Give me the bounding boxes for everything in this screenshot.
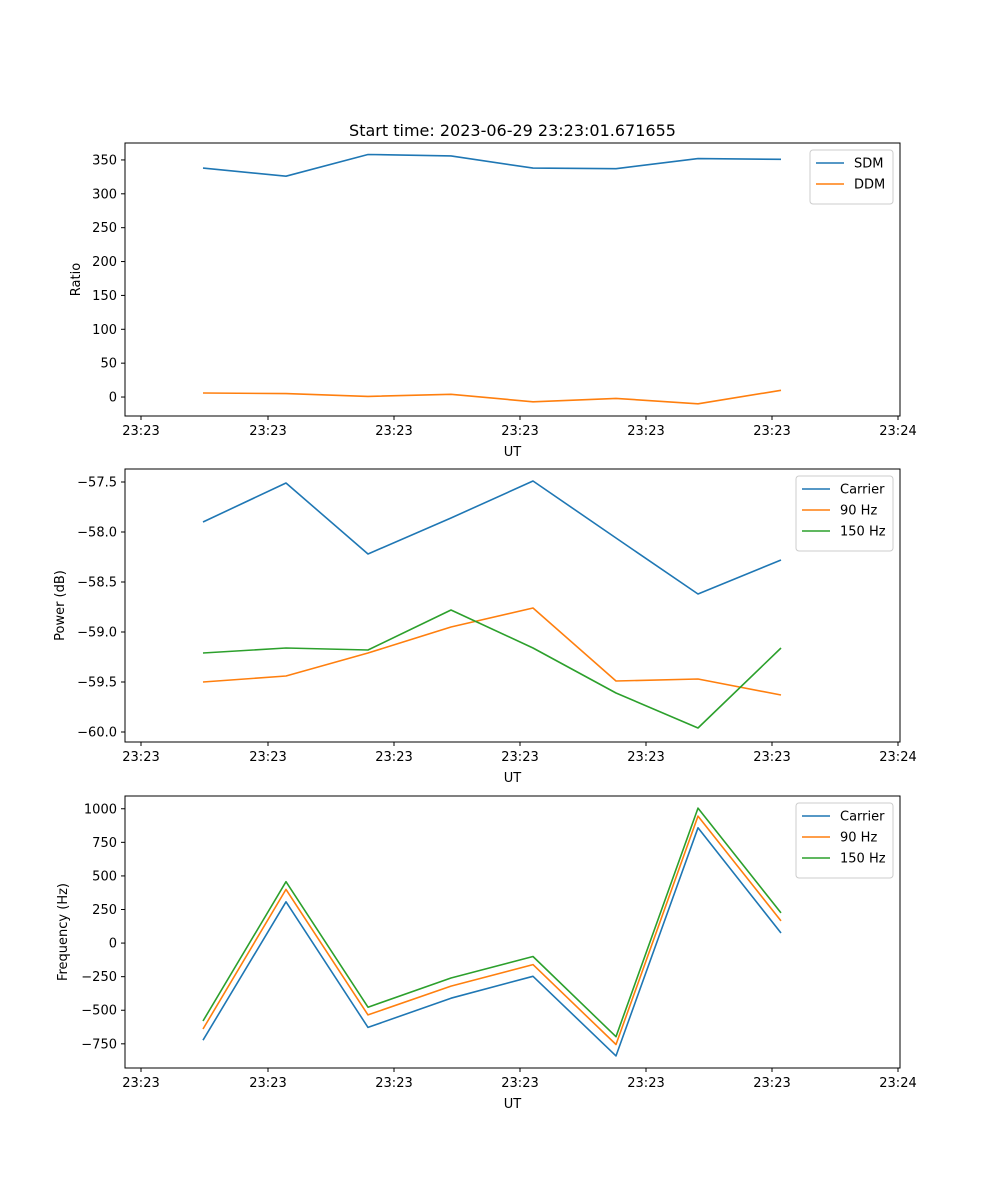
power-series-150-hz-line (202, 609, 782, 729)
frequency-x-tick-label: 23:23 (375, 1076, 412, 1091)
ratio-x-tick-label: 23:23 (122, 424, 159, 439)
ratio-y-axis-label: Ratio (69, 263, 84, 296)
frequency-axes-frame (124, 795, 901, 1069)
power-x-tick-label: 23:24 (879, 750, 916, 765)
chart-title: Start time: 2023-06-29 23:23:01.671655 (349, 121, 676, 140)
power-x-tick-label: 23:23 (627, 750, 664, 765)
ratio-series-ddm-line (202, 389, 782, 405)
ratio-x-tick-label: 23:23 (375, 424, 412, 439)
frequency-y-tick-label: −250 (81, 970, 117, 985)
ratio-x-tick-label: 23:24 (879, 424, 916, 439)
frequency-x-tick-label: 23:24 (879, 1076, 916, 1091)
power-y-tick-label: −60.0 (77, 726, 117, 741)
frequency-y-tick-label: −750 (81, 1037, 117, 1052)
frequency-y-tick-label: 1000 (84, 802, 117, 817)
frequency-x-axis-label: UT (504, 1097, 522, 1112)
ratio-panel: 23:23 23:23 23:23 23:23 23:23 23:23 23:24 0 50 10… (69, 142, 917, 460)
frequency-x-tick-label: 23:23 (249, 1076, 286, 1091)
frequency-panel: 23:23 23:23 23:23 23:23 23:23 23:23 23:24 −750 −… (56, 795, 917, 1112)
power-y-axis-label: Power (dB) (53, 570, 68, 641)
frequency-y-tick-label: 0 (109, 937, 117, 952)
frequency-y-tick-label: 500 (92, 869, 117, 884)
ratio-y-tick-label: 300 (92, 187, 117, 202)
power-legend-label: Carrier (840, 483, 885, 498)
ratio-legend-label: SDM (854, 157, 883, 172)
power-y-tick-label: −59.0 (77, 626, 117, 641)
frequency-y-tick-label: 750 (92, 836, 117, 851)
ratio-x-tick-label: 23:23 (501, 424, 538, 439)
power-y-tick-label: −58.0 (77, 526, 117, 541)
frequency-series-150-hz-line (202, 807, 782, 1038)
ratio-series-sdm-line (202, 153, 782, 177)
power-legend-label: 150 Hz (840, 525, 886, 540)
ratio-x-tick-label: 23:23 (627, 424, 664, 439)
ratio-y-tick-label: 200 (92, 255, 117, 270)
ratio-x-tick-label: 23:23 (753, 424, 790, 439)
ratio-y-tick-label: 250 (92, 221, 117, 236)
frequency-series-carrier-line (202, 826, 782, 1057)
frequency-x-tick-label: 23:23 (627, 1076, 664, 1091)
frequency-x-tick-label: 23:23 (122, 1076, 159, 1091)
frequency-x-tick-label: 23:23 (753, 1076, 790, 1091)
power-panel: 23:23 23:23 23:23 23:23 23:23 23:23 23:24 −60.0… (53, 468, 917, 786)
power-y-tick-label: −59.5 (77, 676, 117, 691)
ratio-y-tick-label: 150 (92, 289, 117, 304)
power-series-carrier-line (202, 480, 782, 595)
frequency-y-axis-label: Frequency (Hz) (56, 883, 71, 981)
frequency-series-90-hz-line (202, 815, 782, 1046)
frequency-legend-label: 90 Hz (840, 831, 877, 846)
frequency-y-tick-label: 250 (92, 903, 117, 918)
power-y-tick-label: −58.5 (77, 576, 117, 591)
frequency-legend-label: Carrier (840, 810, 885, 825)
ratio-legend-label: DDM (854, 178, 885, 193)
power-x-tick-label: 23:23 (122, 750, 159, 765)
power-legend-label: 90 Hz (840, 504, 877, 519)
power-axes-frame (124, 468, 901, 743)
ratio-y-tick-label: 100 (92, 323, 117, 338)
frequency-legend-label: 150 Hz (840, 852, 886, 867)
power-x-tick-label: 23:23 (375, 750, 412, 765)
ratio-x-axis-label: UT (504, 445, 522, 460)
frequency-x-tick-label: 23:23 (501, 1076, 538, 1091)
power-legend (795, 475, 894, 552)
power-y-tick-label: −57.5 (77, 476, 117, 491)
power-x-axis-label: UT (504, 771, 522, 786)
ratio-y-tick-label: 0 (109, 391, 117, 406)
power-x-tick-label: 23:23 (249, 750, 286, 765)
ratio-y-tick-label: 50 (100, 357, 117, 372)
power-x-tick-label: 23:23 (753, 750, 790, 765)
ratio-x-tick-label: 23:23 (249, 424, 286, 439)
power-x-tick-label: 23:23 (501, 750, 538, 765)
frequency-y-tick-label: −500 (81, 1004, 117, 1019)
ratio-y-tick-label: 350 (92, 153, 117, 168)
power-series-90-hz-line (202, 607, 782, 696)
ratio-axes-frame (124, 142, 901, 417)
frequency-legend (795, 802, 894, 879)
